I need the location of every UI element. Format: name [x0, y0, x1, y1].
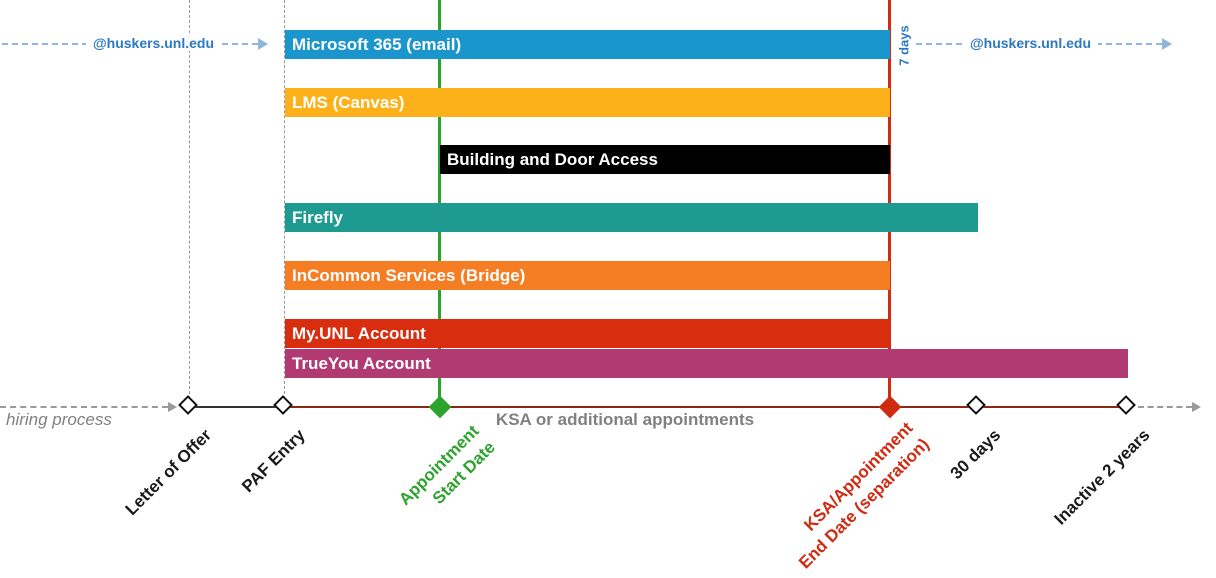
service-bar-trueyou-account: TrueYou Account [285, 349, 1128, 378]
axis-dash-left [0, 406, 168, 408]
axis-segment-offer-to-paf [190, 406, 285, 408]
axis-left-arrow-icon [168, 402, 177, 412]
milestone-marker-inactive-2-years [1116, 395, 1136, 415]
ksa-appointments-note: KSA or additional appointments [495, 410, 755, 429]
left-domain-arrow-icon [258, 38, 268, 50]
milestone-label-30-days: 30 days [946, 425, 1004, 483]
hiring-process-note: hiring process [6, 410, 112, 429]
service-bar-label: TrueYou Account [292, 353, 431, 373]
milestone-marker-appointment-end [878, 395, 902, 419]
paf-entry-guide-line [284, 0, 285, 399]
milestone-label-appointment-start: Appointment Start Date [395, 421, 500, 509]
milestone-marker-letter-of-offer [178, 395, 198, 415]
milestone-marker-paf-entry [273, 395, 293, 415]
appointment-start-line [438, 0, 441, 403]
axis-dash-right [1138, 406, 1192, 408]
service-bar-myunl-account: My.UNL Account [285, 319, 890, 348]
service-bar-label: Firefly [292, 207, 344, 227]
milestone-label-inactive-2-years: Inactive 2 years [1050, 425, 1154, 529]
service-bar-label: Building and Door Access [447, 149, 658, 169]
service-bar-label: My.UNL Account [292, 323, 426, 343]
milestone-label-paf-entry: PAF Entry [238, 425, 309, 497]
axis-right-arrow-icon [1192, 402, 1201, 412]
service-bar-building-door-access: Building and Door Access [440, 145, 890, 174]
service-bar-label: Microsoft 365 (email) [292, 34, 462, 54]
milestone-marker-30-days [966, 395, 986, 415]
appointment-end-line [888, 0, 891, 403]
service-bar-lms-canvas: LMS (Canvas) [285, 88, 890, 117]
right-domain-arrow-icon [1162, 38, 1172, 50]
service-bar-microsoft365: Microsoft 365 (email) [285, 30, 890, 59]
left-domain-label: @huskers.unl.edu [86, 35, 222, 51]
service-bar-label: InCommon Services (Bridge) [292, 265, 526, 285]
right-domain-label: @huskers.unl.edu [963, 35, 1099, 51]
service-bar-firefly: Firefly [285, 203, 978, 232]
milestone-label-letter-of-offer: Letter of Offer [121, 425, 215, 519]
axis-segment-main [285, 406, 1128, 408]
milestone-label-appointment-end: KSA/Appointment End Date (separation) [795, 418, 934, 573]
seven-days-label: 7 days [896, 25, 912, 66]
service-bar-label: LMS (Canvas) [292, 92, 405, 112]
service-bar-incommon-bridge: InCommon Services (Bridge) [285, 261, 890, 290]
letter-of-offer-guide-line [189, 0, 190, 399]
